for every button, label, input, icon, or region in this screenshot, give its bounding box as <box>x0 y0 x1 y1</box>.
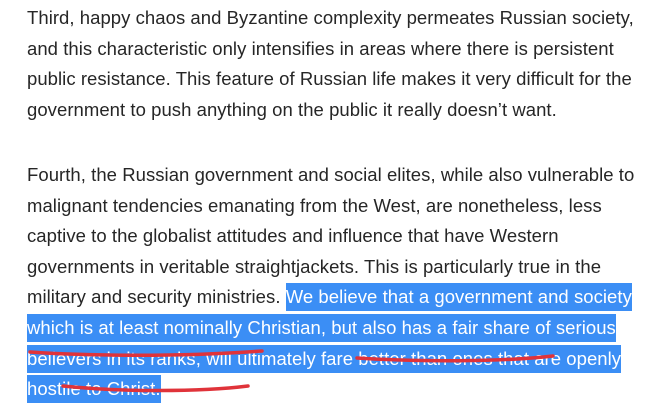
paragraph-third: Third, happy chaos and Byzantine complex… <box>27 7 634 120</box>
paragraph-fourth-text: Fourth, the Russian government and socia… <box>27 164 635 308</box>
paragraph-fourth: Fourth, the Russian government and socia… <box>27 160 637 405</box>
